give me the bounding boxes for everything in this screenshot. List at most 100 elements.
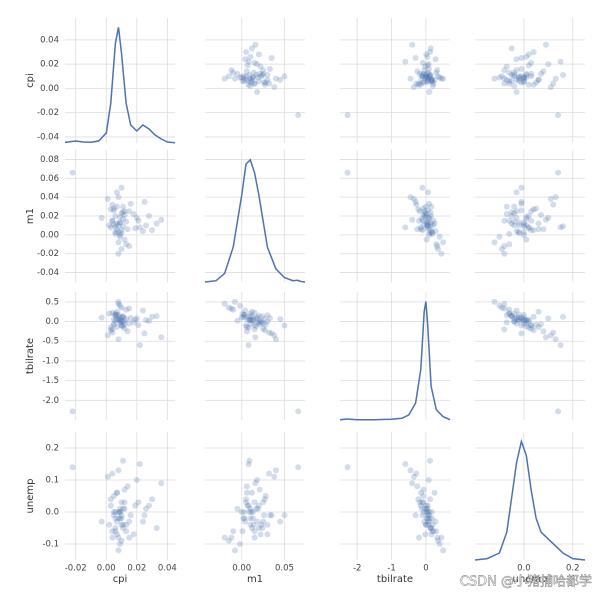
scatter-point (243, 48, 250, 55)
x-tick-label: 0.02 (127, 564, 146, 574)
scatter-point (118, 322, 125, 329)
scatter-point (429, 78, 436, 85)
scatter-point (520, 320, 527, 327)
scatter-point (281, 322, 288, 329)
panel-bg (475, 292, 585, 420)
panel (340, 18, 450, 143)
scatter-point (516, 75, 522, 82)
scatter-point (123, 528, 130, 535)
scatter-point (511, 318, 518, 325)
scatter-point (259, 525, 266, 531)
scatter-point (423, 70, 430, 77)
scatter-point (428, 75, 435, 82)
scatter-point (240, 515, 247, 522)
scatter-point (550, 80, 557, 87)
scatter-point (295, 408, 302, 415)
scatter-point (428, 78, 435, 85)
y-tick-label: -0.04 (37, 132, 59, 142)
y-tick-label: 0.02 (40, 60, 59, 70)
scatter-point (513, 214, 520, 221)
scatter-point (419, 499, 426, 506)
scatter-point (250, 521, 257, 528)
scatter-point (113, 189, 120, 196)
scatter-point (121, 505, 128, 512)
scatter-point (550, 329, 557, 336)
scatter-point (241, 311, 248, 318)
scatter-point (251, 80, 258, 87)
y-axis-label: tbilrate (25, 338, 36, 374)
scatter-point (430, 217, 437, 224)
scatter-point (127, 200, 134, 207)
scatter-point (249, 74, 256, 81)
scatter-point (146, 502, 153, 509)
scatter-point (254, 477, 261, 483)
scatter-point (130, 319, 137, 326)
scatter-point (520, 229, 527, 236)
scatter-point (118, 314, 125, 321)
scatter-point (254, 319, 261, 326)
scatter-point (518, 316, 525, 323)
scatter-point (422, 210, 429, 217)
scatter-point (425, 61, 432, 68)
scatter-point (243, 324, 250, 331)
scatter-point (436, 233, 443, 240)
scatter-point (520, 75, 527, 82)
scatter-point (422, 521, 429, 528)
scatter-point (132, 502, 139, 509)
scatter-point (426, 518, 433, 525)
x-axis-label: cpi (113, 574, 128, 585)
scatter-point (141, 512, 148, 519)
scatter-point (115, 194, 122, 201)
scatter-point (107, 206, 114, 213)
scatter-point (428, 531, 435, 538)
scatter-point (109, 534, 116, 541)
scatter-point (560, 72, 566, 79)
scatter-point (427, 48, 434, 55)
scatter-point (117, 541, 123, 547)
scatter-point (112, 230, 119, 237)
scatter-point (496, 302, 503, 309)
scatter-point (115, 336, 122, 343)
scatter-point (255, 312, 262, 319)
scatter-point (239, 78, 246, 85)
scatter-point (424, 222, 431, 229)
scatter-point (132, 316, 139, 323)
scatter-point (253, 323, 260, 330)
scatter-point (542, 216, 549, 223)
scatter-point (417, 224, 424, 231)
scatter-point (501, 326, 508, 333)
scatter-point (130, 531, 137, 538)
scatter-point (506, 217, 513, 224)
scatter-point (254, 74, 261, 81)
scatter-point (241, 311, 248, 318)
scatter-point (513, 228, 520, 235)
scatter-point (429, 515, 436, 522)
scatter-point (419, 59, 426, 66)
scatter-point (520, 231, 527, 238)
scatter-point (513, 316, 520, 323)
scatter-point (115, 239, 122, 246)
scatter-point (418, 72, 425, 79)
scatter-point (420, 486, 427, 493)
scatter-point (513, 56, 520, 63)
scatter-point (117, 219, 123, 226)
scatter-point (243, 313, 250, 320)
scatter-point (118, 322, 125, 329)
scatter-point (523, 222, 530, 229)
scatter-point (106, 222, 113, 229)
scatter-point (427, 525, 434, 531)
scatter-point (115, 300, 122, 307)
scatter-point (511, 315, 518, 322)
scatter-point (107, 502, 114, 509)
scatter-point (120, 521, 127, 528)
scatter-point (260, 79, 267, 86)
scatter-point (249, 45, 256, 52)
scatter-point (115, 229, 122, 236)
scatter-point (516, 317, 522, 324)
scatter-point (511, 318, 518, 325)
scatter-point (557, 58, 564, 65)
scatter-point (413, 80, 420, 87)
scatter-point (501, 305, 508, 312)
scatter-point (120, 457, 127, 464)
scatter-point (123, 218, 130, 225)
